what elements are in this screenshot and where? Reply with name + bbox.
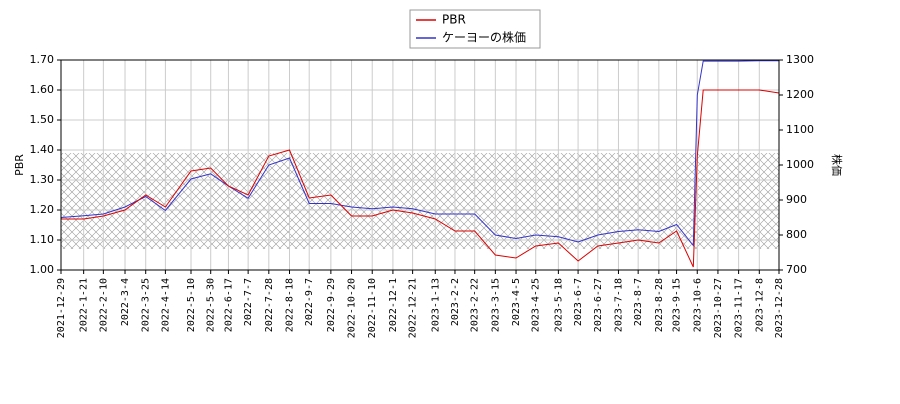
x-tick-label: 2023-12-8 [754,278,765,332]
x-tick-label: 2022-12-21 [408,278,419,338]
x-tick-label: 2022-10-20 [347,278,358,338]
y-tick-label: 1.20 [30,203,55,216]
y2-tick-label: 800 [786,228,807,241]
y2-tick-label: 700 [786,263,807,276]
legend-label: ケーヨーの株価 [442,30,526,45]
x-tick-label: 2023-8-28 [654,278,665,332]
x-tick-label: 2023-10-6 [692,278,703,332]
legend-label: PBR [442,13,466,27]
y-tick-label: 1.30 [30,173,55,186]
y2-tick-label: 1100 [786,123,814,136]
y-axis-label: PBR [13,154,26,176]
x-tick-label: 2022-12-1 [388,278,399,332]
y2-tick-label: 1200 [786,88,814,101]
series-line [60,60,779,247]
x-tick-label: 2022-7-7 [243,278,254,326]
x-tick-label: 2022-5-30 [206,278,217,332]
x-tick-label: 2023-2-22 [470,278,481,332]
x-tick-label: 2023-3-15 [490,278,501,332]
legend-box [409,9,541,49]
x-tick-label: 2022-3-4 [120,278,131,326]
y2-tick-label: 900 [786,193,807,206]
x-tick-label: 2022-6-17 [223,278,234,332]
x-tick-label: 2022-8-18 [284,278,295,332]
x-tick-label: 2022-9-29 [326,278,337,332]
x-tick-label: 2023-7-18 [613,278,624,332]
x-tick-label: 2022-7-28 [264,278,275,332]
y-tick-label: 1.60 [30,83,55,96]
plot-frame [60,59,780,271]
x-tick-label: 2023-8-7 [633,278,644,326]
x-tick-label: 2022-2-10 [98,278,109,332]
x-tick-label: 2023-6-7 [573,278,584,326]
x-tick-label: 2023-9-15 [672,278,683,332]
x-tick-label: 2023-4-25 [531,278,542,332]
x-tick-label: 2023-11-17 [734,278,745,338]
y-tick-label: 1.70 [30,53,55,66]
x-tick-label: 2022-3-25 [141,278,152,332]
series-line [61,89,780,268]
x-tick-label: 2022-1-21 [79,278,90,332]
x-tick-label: 2023-1-13 [430,278,441,332]
y2-tick-label: 1300 [786,53,814,66]
y-tick-label: 1.10 [30,233,55,246]
x-tick-label: 2023-5-18 [553,278,564,332]
x-tick-label: 2022-5-10 [186,278,197,332]
x-tick-label: 2022-9-7 [304,278,315,326]
x-tick-label: 2021-12-29 [56,278,67,338]
x-tick-label: 2023-2-2 [450,278,461,326]
y2-axis-label: 株価 [830,154,844,176]
x-tick-label: 2023-4-5 [511,278,522,326]
y-tick-label: 1.40 [30,143,55,156]
y-tick-label: 1.00 [30,263,55,276]
x-tick-label: 2022-11-10 [367,278,378,338]
y2-tick-label: 1000 [786,158,814,171]
y-tick-label: 1.50 [30,113,55,126]
x-tick-label: 2023-12-28 [774,278,785,338]
x-tick-label: 2023-10-27 [713,278,724,338]
x-tick-label: 2023-6-27 [593,278,604,332]
x-tick-label: 2022-4-14 [160,278,171,332]
